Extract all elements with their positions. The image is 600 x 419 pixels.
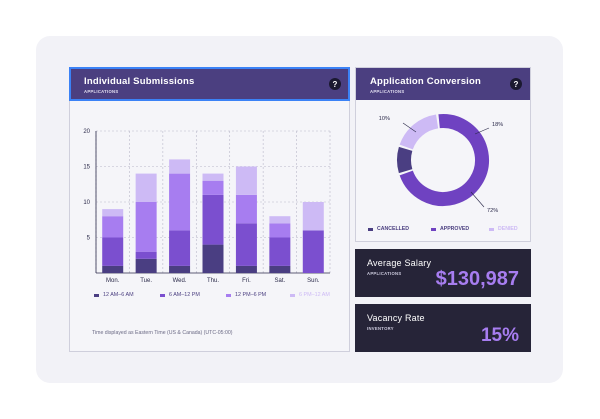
bar-segment[interactable]	[102, 265, 124, 273]
conversion-header[interactable]: Application Conversion APPLICATIONS ?	[356, 68, 530, 100]
vacancy-rate-subtitle: INVENTORY	[367, 326, 394, 331]
bar-segment[interactable]	[102, 209, 124, 217]
legend-swatch	[226, 293, 231, 297]
x-tick-label: Sun.	[307, 278, 320, 284]
donut-slice[interactable]	[399, 114, 439, 150]
conversion-card: Application Conversion APPLICATIONS ? 10…	[355, 67, 531, 242]
submissions-subtitle: APPLICATIONS	[84, 89, 119, 94]
bar-segment[interactable]	[202, 244, 224, 273]
bar-segment[interactable]	[135, 202, 157, 252]
x-tick-label: Wed.	[173, 278, 187, 284]
bar-segment[interactable]	[135, 251, 157, 259]
submissions-card: Individual Submissions APPLICATIONS ? 20…	[69, 67, 350, 352]
legend-label: CANCELLED	[377, 226, 409, 232]
x-tick-label: Mon.	[106, 278, 120, 284]
legend-label: 6 AM–12 PM	[169, 292, 200, 298]
slice-leader-line	[470, 191, 485, 208]
legend-item[interactable]: 6 PM–12 AM	[290, 292, 330, 298]
average-salary-title: Average Salary	[367, 258, 432, 268]
y-tick-label: 5	[87, 236, 91, 242]
vacancy-rate-title: Vacancy Rate	[367, 313, 425, 323]
legend-label: 12 PM–6 PM	[235, 292, 267, 298]
timezone-footnote: Time displayed as Eastern Time (US & Can…	[92, 330, 233, 336]
legend-item[interactable]: 12 AM–6 AM	[94, 292, 134, 298]
bar-segment[interactable]	[135, 258, 157, 273]
legend-swatch	[431, 227, 436, 231]
bar-segment[interactable]	[302, 202, 324, 231]
slice-leader-line	[402, 122, 417, 133]
vacancy-rate-value: 15%	[480, 325, 519, 346]
legend-item[interactable]: 12 PM–6 PM	[226, 292, 266, 298]
legend-swatch	[160, 293, 165, 297]
average-salary-value: $130,987	[435, 268, 519, 290]
bar-segment[interactable]	[102, 216, 124, 238]
y-tick-label: 15	[83, 165, 90, 171]
slice-leader-line	[474, 127, 490, 135]
bar-segment[interactable]	[269, 265, 291, 273]
y-tick-label: 10	[83, 200, 90, 206]
slice-label: 18%	[492, 122, 503, 128]
legend-swatch	[290, 293, 295, 297]
bar-segment[interactable]	[102, 237, 124, 266]
bar-segment[interactable]	[202, 180, 224, 195]
y-tick-label: 20	[83, 129, 90, 135]
bar-segment[interactable]	[135, 173, 157, 202]
legend-label: 12 AM–6 AM	[103, 292, 134, 298]
conversion-help-button[interactable]: ?	[510, 78, 522, 90]
legend-swatch	[94, 293, 99, 297]
donut-slice[interactable]	[399, 114, 489, 206]
conversion-donut-chart: 10% 18% 72%	[379, 114, 503, 214]
legend-swatch	[368, 227, 373, 231]
x-tick-label: Fri.	[242, 278, 251, 284]
submissions-help-button[interactable]: ?	[329, 78, 341, 90]
bar-segment[interactable]	[235, 166, 257, 195]
legend-label: APPROVED	[440, 226, 470, 232]
help-icon: ?	[513, 79, 519, 89]
x-tick-label: Sat.	[275, 278, 286, 284]
donut-slice[interactable]	[397, 146, 413, 174]
legend-item[interactable]: APPROVED	[431, 226, 469, 232]
average-salary-card: Average Salary APPLICATIONS $130,987	[355, 249, 531, 297]
bar-segment[interactable]	[269, 237, 291, 266]
conversion-subtitle: APPLICATIONS	[370, 89, 405, 94]
x-tick-label: Thu.	[207, 278, 219, 284]
help-icon: ?	[332, 79, 338, 89]
bar-segment[interactable]	[202, 173, 224, 181]
submissions-title: Individual Submissions	[84, 76, 195, 87]
submissions-bar-chart: 20 15 10 5 Mon. Tue. Wed. Thu. Fri. Sat. Sun.	[83, 129, 331, 284]
bar-segment[interactable]	[302, 230, 324, 273]
legend-swatch	[489, 227, 494, 231]
legend-item[interactable]: DENIED	[489, 226, 518, 232]
bar-segment[interactable]	[235, 194, 257, 224]
conversion-title: Application Conversion	[370, 76, 482, 87]
x-tick-label: Tue.	[140, 278, 152, 284]
bar-segment[interactable]	[169, 230, 191, 266]
bar-segment[interactable]	[169, 159, 191, 174]
bar-segment[interactable]	[169, 173, 191, 231]
vacancy-rate-card: Vacancy Rate INVENTORY 15%	[355, 304, 531, 352]
submissions-header[interactable]: Individual Submissions APPLICATIONS ?	[69, 67, 350, 101]
bar-segment[interactable]	[269, 216, 291, 224]
bar-segment[interactable]	[202, 194, 224, 245]
legend-item[interactable]: CANCELLED	[368, 226, 409, 232]
bar-segment[interactable]	[269, 223, 291, 238]
bar-segment[interactable]	[235, 223, 257, 266]
legend-label: DENIED	[498, 226, 518, 232]
bar-segment[interactable]	[235, 265, 257, 273]
average-salary-subtitle: APPLICATIONS	[367, 271, 402, 276]
slice-label: 72%	[487, 208, 498, 214]
slice-label: 10%	[379, 116, 390, 122]
legend-label: 6 PM–12 AM	[299, 292, 330, 298]
legend-item[interactable]: 6 AM–12 PM	[160, 292, 200, 298]
bar-segment[interactable]	[169, 265, 191, 273]
